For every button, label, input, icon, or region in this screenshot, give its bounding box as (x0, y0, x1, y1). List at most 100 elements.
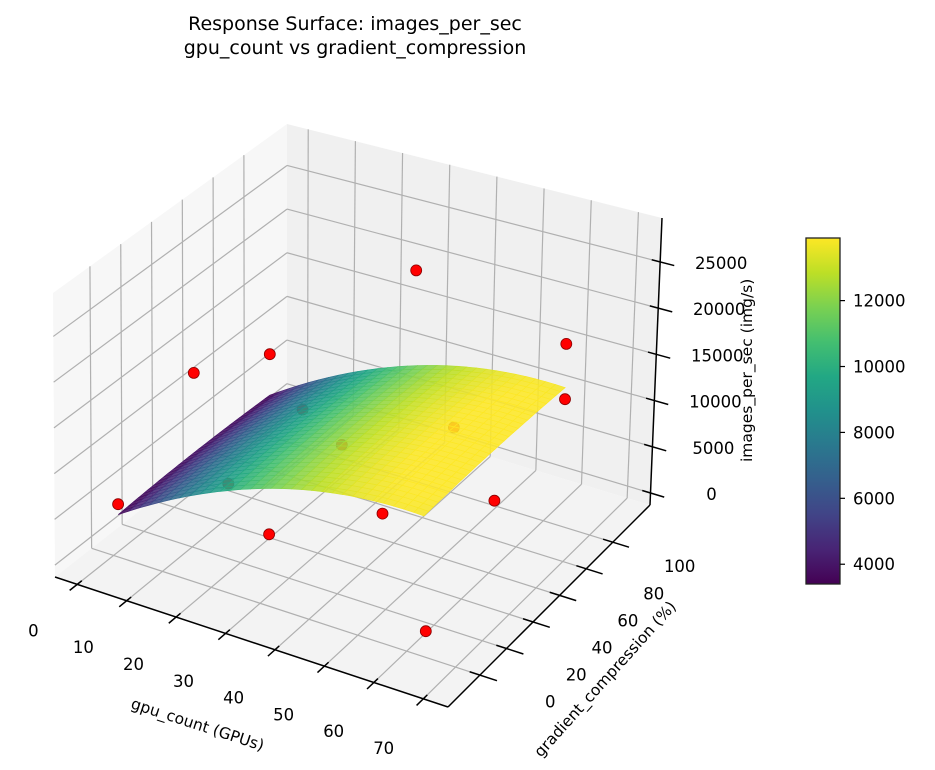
x-tick (366, 678, 379, 690)
x-tick (69, 580, 83, 591)
gridline-z-ywall (286, 295, 655, 402)
y-axis-label: gradient_compression (%) (531, 598, 681, 762)
surface-patch (413, 507, 430, 517)
z-tick (645, 397, 669, 406)
y-tick (549, 591, 577, 602)
x-tick (416, 694, 428, 706)
y-tick (469, 671, 498, 682)
data-point (488, 494, 501, 507)
z-tick-label: 10000 (689, 393, 742, 412)
gridline-x-floor (274, 456, 491, 651)
x-tick-label: 60 (323, 722, 344, 741)
gridline-z-xwall (52, 164, 288, 337)
colorbar-tick-label: 12000 (853, 292, 906, 311)
gridline-z-xwall (54, 339, 288, 520)
z-tick-label: 25000 (695, 254, 748, 273)
z-tick-label: 15000 (691, 346, 744, 365)
x-tick (316, 661, 330, 674)
x-tick-label: 20 (123, 655, 144, 674)
data-point (559, 393, 571, 406)
gridline-z-ywall (286, 252, 657, 355)
x-tick-label: 30 (173, 672, 194, 691)
gridline-x-wall (535, 188, 545, 471)
chart-title: Response Surface: images_per_sec gpu_cou… (0, 12, 710, 60)
colorbar: 4000 6000 8000 10000 12000 (805, 237, 906, 585)
z-tick (642, 489, 665, 498)
z-axis-label: images_per_sec (img/s) (738, 279, 757, 462)
response-surface (118, 365, 566, 517)
gridline-y-wall (120, 244, 123, 525)
title-line-2: gpu_count vs gradient_compression (183, 37, 527, 59)
gridline-y-floor (121, 523, 507, 650)
data-point (187, 366, 200, 379)
x-axis-label: gpu_count (GPUs) (128, 695, 266, 756)
gridline-z-ywall (286, 164, 661, 263)
gridline-y-wall (181, 199, 184, 477)
gridline-z-xwall (53, 295, 288, 475)
colorbar-tick-label: 6000 (853, 489, 895, 508)
gridline-y-floor (152, 499, 534, 623)
gridline-y-wall (89, 266, 93, 549)
y-tick-label: 20 (566, 665, 587, 684)
y-axis-line (447, 504, 651, 708)
z-tick (643, 443, 667, 452)
gridline-y-floor (91, 547, 481, 676)
y-tick-label: 0 (545, 692, 556, 711)
y-tick-label: 60 (617, 611, 638, 630)
y-tick (576, 565, 603, 575)
x-tick (267, 645, 280, 657)
data-point (112, 498, 124, 511)
colorbar-tick-label: 8000 (853, 423, 895, 442)
z-tick (647, 351, 671, 359)
gridline-z-xwall (53, 208, 288, 383)
data-point (410, 264, 423, 277)
z-tick-label: 0 (706, 485, 717, 504)
colorbar-gradient (805, 237, 841, 585)
y-tick-label: 80 (643, 584, 664, 603)
gridline-y-wall (212, 177, 215, 453)
x-tick-label: 40 (223, 689, 244, 708)
x-tick-label: 10 (73, 638, 94, 657)
data-points (112, 264, 573, 511)
x-tick-label: 50 (273, 705, 294, 724)
colorbar-tick-label: 10000 (853, 358, 906, 377)
data-point (376, 507, 389, 520)
z-tick-label: 5000 (692, 439, 734, 458)
axes: 0102030405060700204060801000500010000150… (28, 217, 748, 758)
y-tick (602, 538, 630, 548)
gridline-x-floor (324, 469, 537, 667)
x-tick (217, 629, 231, 641)
x-tick (118, 596, 132, 608)
x-tick (168, 612, 181, 624)
data-point (419, 625, 432, 638)
z-tick (651, 258, 675, 267)
gridline-x-wall (306, 129, 309, 402)
pane-x-wall (53, 124, 287, 577)
y-tick (496, 644, 524, 655)
y-tick (522, 618, 551, 629)
data-point (263, 348, 276, 361)
y-tick-label: 100 (664, 557, 696, 576)
title-line-1: Response Surface: images_per_sec (188, 13, 522, 35)
gridline-y-floor (183, 475, 560, 596)
gridline-x-wall (352, 141, 356, 416)
y-tick-label: 40 (592, 638, 613, 657)
gridline-x-floor (373, 483, 582, 683)
x-axis-line (54, 576, 449, 708)
gridline-z-xwall (53, 252, 288, 429)
colorbar-tick-label: 4000 (853, 555, 895, 574)
gridline-x-wall (580, 200, 592, 485)
data-point (263, 528, 276, 541)
gridline-z-ywall (286, 208, 659, 309)
gridline-x-wall (626, 212, 640, 499)
data-point (560, 337, 573, 350)
z-axis-line (649, 217, 663, 506)
x-tick-label: 70 (373, 739, 394, 758)
z-tick (649, 305, 673, 313)
x-tick-label: 0 (28, 622, 39, 641)
colorbar-ticks: 4000 6000 8000 10000 12000 (840, 292, 906, 574)
gridline-y-wall (150, 221, 154, 501)
z-tick-label: 20000 (693, 300, 746, 319)
gridline-x-floor (422, 497, 628, 700)
